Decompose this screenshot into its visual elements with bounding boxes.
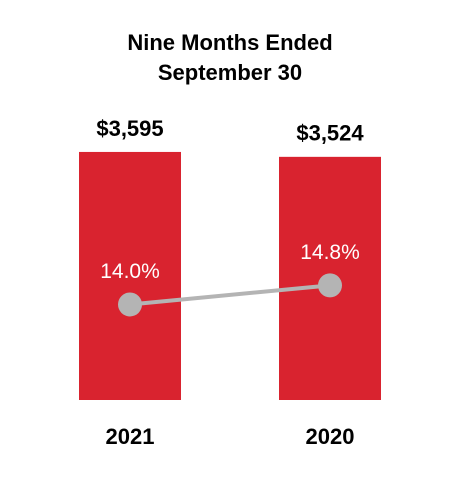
bar-value-label: $3,595 [96, 116, 163, 141]
line-point [118, 292, 142, 317]
chart-title: Nine Months Ended September 30 [127, 30, 333, 85]
line-point [318, 273, 342, 298]
x-tick-label: 2020 [306, 424, 355, 449]
line-value-label: 14.0% [100, 260, 160, 283]
x-tick-label: 2021 [106, 424, 155, 449]
line [129, 283, 331, 307]
bar [79, 151, 181, 400]
line-value-label: 14.8% [300, 241, 360, 264]
bar-value-label: $3,524 [296, 121, 364, 146]
